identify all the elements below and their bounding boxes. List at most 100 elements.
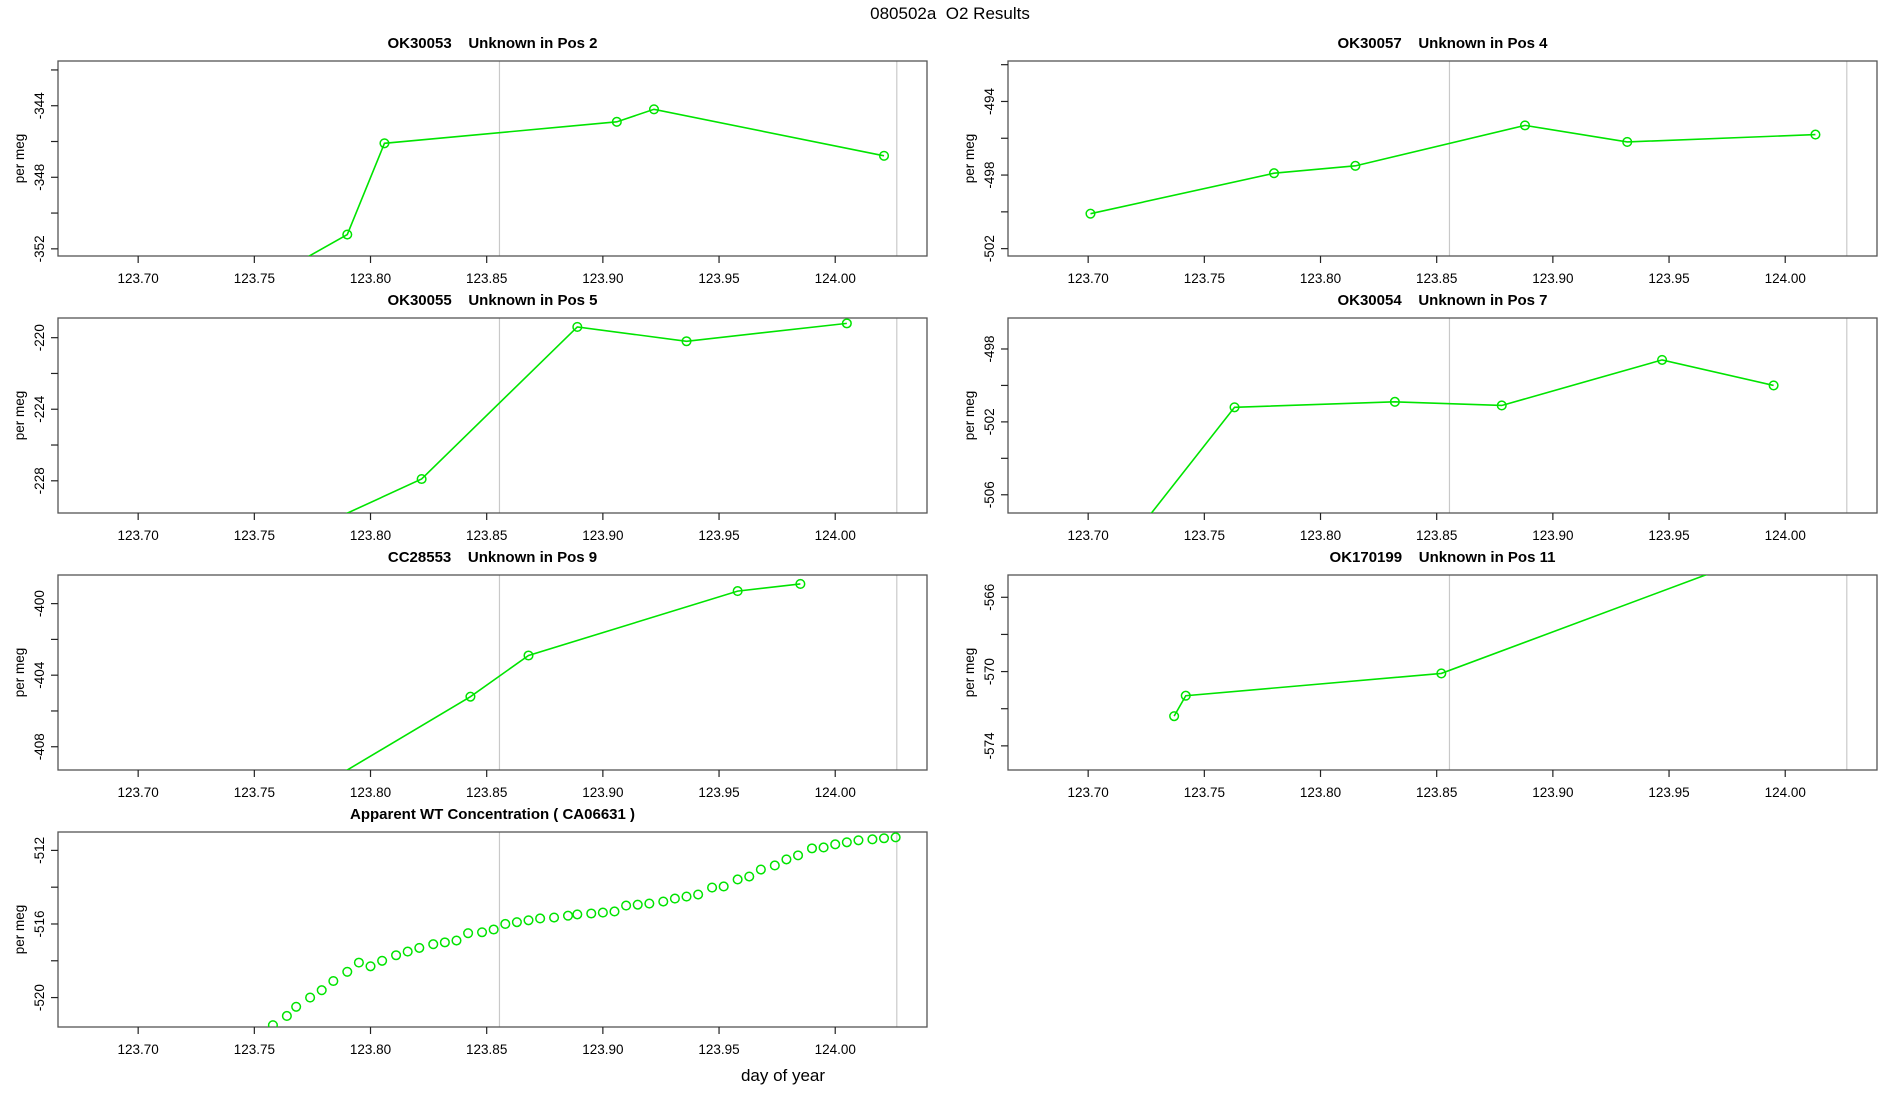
data-point bbox=[732, 874, 743, 885]
data-point bbox=[609, 906, 620, 917]
subplot-OK30054: 123.70 123.75 123.80 123.85 123.90 123.95 124.… bbox=[962, 317, 1878, 543]
data-point bbox=[1169, 711, 1180, 722]
x-tick-label: 123.75 bbox=[1184, 528, 1225, 543]
data-point bbox=[806, 843, 818, 854]
series-CC28553 bbox=[292, 578, 806, 805]
data-point bbox=[1229, 402, 1240, 413]
data-point bbox=[795, 578, 806, 589]
data-point bbox=[744, 871, 755, 882]
data-point bbox=[1180, 690, 1191, 701]
y-tick-label: -224 bbox=[32, 395, 47, 423]
page-title: 080502a O2 Results bbox=[870, 4, 1030, 23]
subplot-title-pos9: CC28553 Unknown in Pos 9 bbox=[387, 549, 598, 566]
x-tick-label: 124.00 bbox=[815, 1042, 856, 1057]
y-axis-label: per meg bbox=[12, 648, 27, 698]
series-OK30055 bbox=[297, 318, 852, 539]
y-tick-label: -348 bbox=[32, 164, 47, 191]
data-point bbox=[281, 1010, 292, 1022]
x-tick-label: 123.90 bbox=[582, 785, 623, 800]
data-point bbox=[305, 992, 316, 1003]
data-point bbox=[611, 116, 622, 127]
y-axis-label: per meg bbox=[962, 391, 977, 441]
x-tick-label: 124.00 bbox=[815, 271, 856, 286]
data-point bbox=[1085, 208, 1096, 219]
data-point bbox=[463, 928, 474, 939]
data-point bbox=[465, 691, 476, 702]
y-tick-label: -574 bbox=[982, 732, 997, 760]
data-point bbox=[1268, 168, 1280, 179]
data-point bbox=[1350, 160, 1361, 171]
x-tick-label: 124.00 bbox=[1765, 528, 1806, 543]
x-tick-label: 123.85 bbox=[1416, 785, 1457, 800]
data-point bbox=[718, 881, 729, 892]
x-tick-label: 123.80 bbox=[1300, 528, 1341, 543]
x-tick-label: 123.95 bbox=[698, 785, 739, 800]
series-line bbox=[1173, 575, 1708, 717]
x-tick-label: 123.75 bbox=[234, 785, 275, 800]
data-point bbox=[523, 650, 534, 661]
x-tick-label: 123.90 bbox=[1532, 271, 1573, 286]
plot-box bbox=[1007, 317, 1878, 514]
plot-box bbox=[57, 60, 928, 257]
data-point bbox=[238, 289, 247, 298]
data-point bbox=[707, 882, 718, 893]
x-tick-label: 124.00 bbox=[815, 528, 856, 543]
x-tick-label: 123.95 bbox=[698, 271, 739, 286]
plot-box bbox=[57, 574, 928, 771]
x-tick-label: 123.95 bbox=[698, 528, 739, 543]
y-tick-label: -408 bbox=[32, 733, 47, 760]
x-tick-label: 123.80 bbox=[1300, 271, 1341, 286]
data-point bbox=[328, 975, 339, 987]
x-tick-label: 123.85 bbox=[466, 1042, 507, 1057]
plot-box bbox=[1007, 60, 1878, 257]
subplot-title-pos5: OK30055 Unknown in Pos 5 bbox=[387, 292, 598, 309]
data-point bbox=[1746, 554, 1755, 563]
series-OK170199 bbox=[1169, 554, 1755, 722]
data-point bbox=[572, 321, 583, 332]
data-point bbox=[451, 935, 462, 946]
data-point bbox=[818, 842, 829, 853]
y-tick-label: -498 bbox=[982, 335, 997, 362]
data-point bbox=[1657, 354, 1668, 365]
x-tick-label: 123.80 bbox=[350, 271, 391, 286]
data-point bbox=[523, 915, 534, 926]
x-tick-label: 123.85 bbox=[466, 528, 507, 543]
x-tick-label: 123.90 bbox=[1532, 528, 1573, 543]
series-OK30057 bbox=[1085, 120, 1821, 219]
subplot-CA06631: 123.70 123.75 123.80 123.85 123.90 123.95 124.… bbox=[12, 831, 928, 1057]
x-tick-label: 123.75 bbox=[234, 271, 275, 286]
data-point bbox=[562, 910, 574, 921]
data-point bbox=[416, 473, 427, 485]
data-point bbox=[867, 834, 878, 845]
x-tick-label: 123.95 bbox=[1648, 785, 1689, 800]
x-tick-label: 124.00 bbox=[815, 785, 856, 800]
data-point bbox=[267, 1020, 278, 1027]
subplot-OK30057: 123.70 123.75 123.80 123.85 123.90 123.95 124.… bbox=[962, 60, 1878, 286]
x-tick-label: 123.80 bbox=[350, 528, 391, 543]
y-tick-label: -502 bbox=[982, 235, 997, 262]
subplot-OK30055: 123.70 123.75 123.80 123.85 123.90 123.95 124.… bbox=[12, 317, 928, 543]
x-tick-label: 123.85 bbox=[1416, 528, 1457, 543]
y-tick-label: -520 bbox=[32, 984, 47, 1011]
data-point bbox=[681, 336, 692, 347]
data-point bbox=[1622, 136, 1633, 147]
x-tick-label: 123.95 bbox=[698, 1042, 739, 1057]
subplot-title-pos7: OK30054 Unknown in Pos 7 bbox=[1337, 292, 1548, 309]
subplot-OK30053: 123.70 123.75 123.80 123.85 123.90 123.95 124.… bbox=[12, 60, 928, 298]
data-point bbox=[693, 889, 704, 900]
x-tick-label: 123.80 bbox=[350, 785, 391, 800]
subplot-title-pos2: OK30053 Unknown in Pos 2 bbox=[387, 35, 598, 52]
data-point bbox=[792, 850, 804, 861]
data-point bbox=[402, 946, 413, 957]
data-point bbox=[644, 898, 655, 909]
x-tick-label: 123.70 bbox=[118, 528, 159, 543]
data-point bbox=[353, 957, 364, 968]
y-tick-label: -228 bbox=[32, 467, 47, 494]
data-point bbox=[297, 530, 306, 539]
x-tick-label: 123.75 bbox=[234, 1042, 275, 1057]
x-tick-label: 123.90 bbox=[582, 528, 623, 543]
data-point bbox=[1496, 400, 1507, 411]
data-point bbox=[292, 796, 301, 805]
data-point bbox=[841, 837, 852, 848]
